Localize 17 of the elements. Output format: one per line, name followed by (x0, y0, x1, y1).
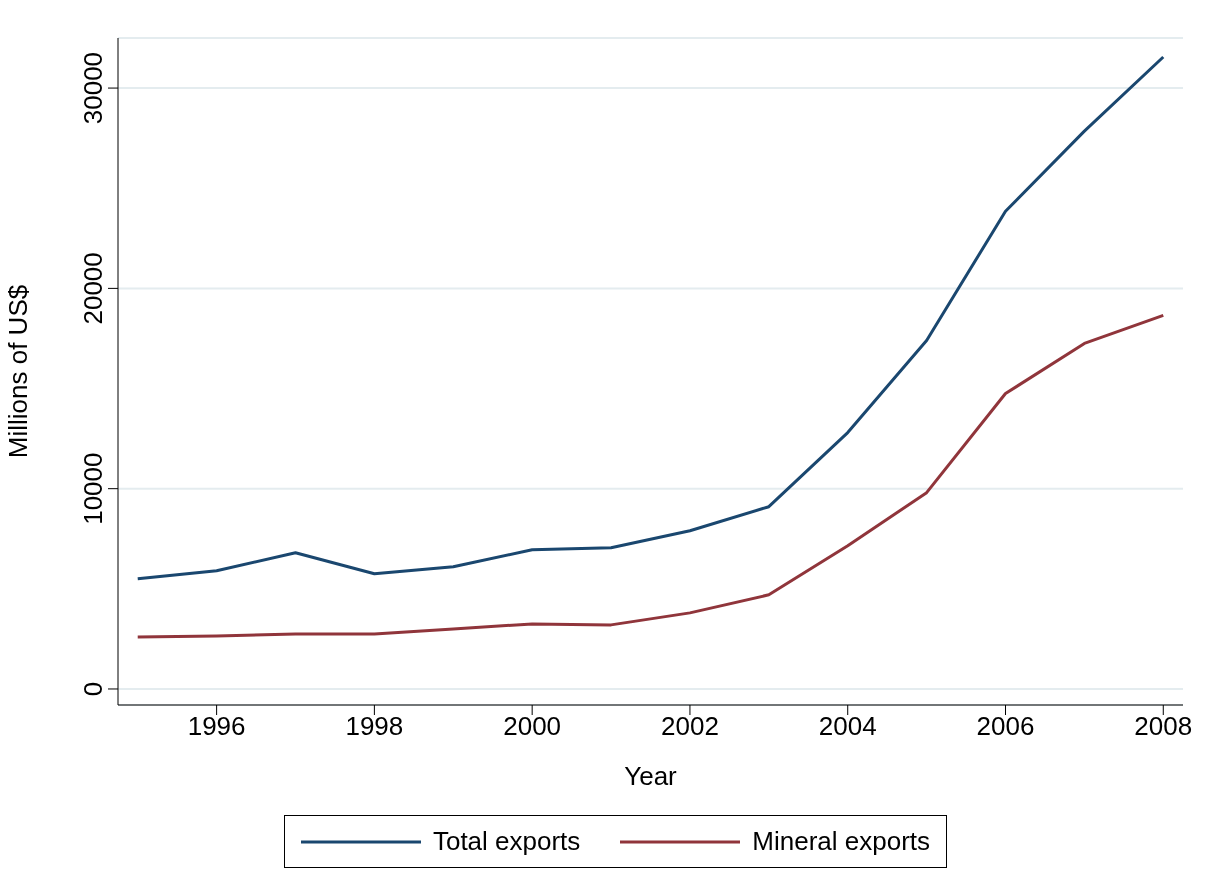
x-tick-label: 1996 (187, 711, 246, 742)
x-tick-label: 2004 (818, 711, 877, 742)
x-tick-label: 2002 (661, 711, 719, 742)
x-axis-title: Year (624, 761, 678, 791)
y-axis-title: Millions of US$ (3, 284, 34, 459)
x-tick-label: 1998 (345, 711, 404, 742)
line-series (136, 313, 1165, 639)
y-tick-label: 0 (78, 681, 108, 697)
legend-label: Mineral exports (751, 826, 931, 857)
x-tick-label: 2000 (503, 711, 562, 742)
y-tick-label: 30000 (78, 51, 108, 125)
legend-label: Total exports (431, 826, 581, 857)
x-tick-label: 2008 (1134, 711, 1193, 742)
y-tick-label: 10000 (78, 452, 108, 525)
x-tick-label: 2006 (976, 711, 1035, 742)
line-series (136, 55, 1165, 581)
y-tick-label: 20000 (78, 252, 108, 325)
